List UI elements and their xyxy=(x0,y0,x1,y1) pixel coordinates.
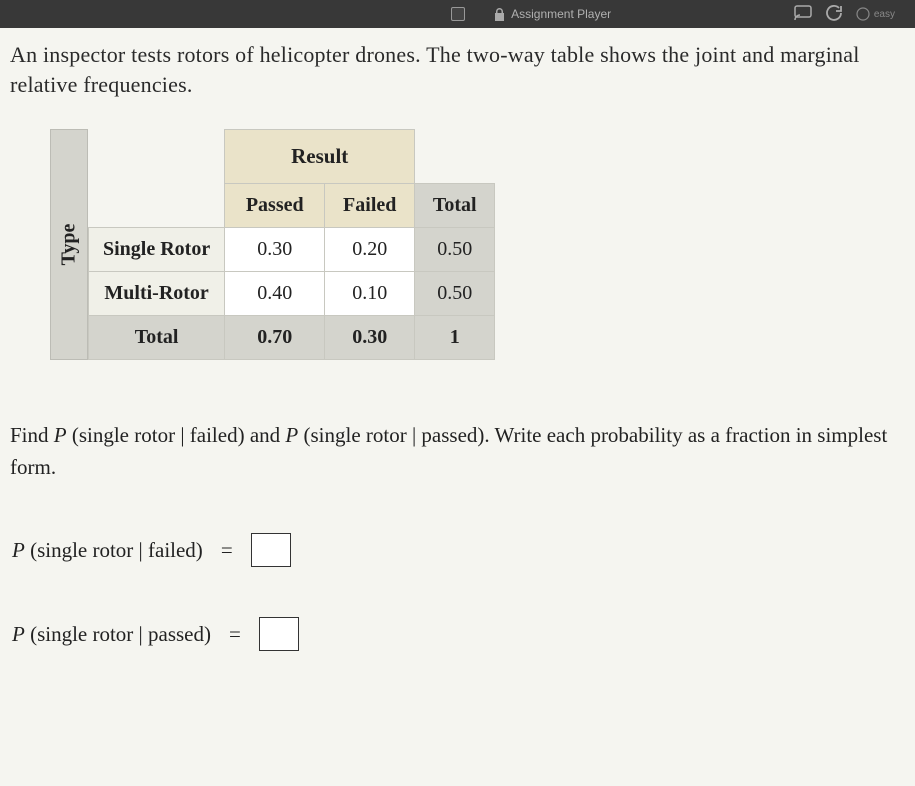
row-header-total: Total xyxy=(89,316,225,360)
col-axis-label: Result xyxy=(225,130,415,184)
browser-top-bar: Assignment Player easy xyxy=(0,0,915,28)
col-header-total: Total xyxy=(415,184,495,228)
equals-sign: = xyxy=(221,538,233,563)
table-row-total: Total 0.70 0.30 1 xyxy=(89,316,495,360)
answer-input-failed[interactable] xyxy=(251,533,291,567)
page-title-text: Assignment Player xyxy=(511,7,611,21)
refresh-icon[interactable] xyxy=(826,5,842,24)
equals-sign: = xyxy=(229,622,241,647)
two-way-table: Type Result Passed Failed Total Single R… xyxy=(50,129,897,360)
col-header-passed: Passed xyxy=(225,184,325,228)
page-title-tab: Assignment Player xyxy=(494,7,611,21)
table-row: Single Rotor 0.30 0.20 0.50 xyxy=(89,228,495,272)
question-text: Find P (single rotor | failed) and P (si… xyxy=(10,420,897,483)
col-header-failed: Failed xyxy=(325,184,415,228)
row-header-single: Single Rotor xyxy=(89,228,225,272)
answer-row-failed: P (single rotor | failed) = xyxy=(10,533,897,567)
globe-icon: easy xyxy=(856,7,895,21)
assignment-content: An inspector tests rotors of helicopter … xyxy=(0,28,915,721)
answer-label: P (single rotor | failed) xyxy=(12,538,203,563)
cast-icon[interactable] xyxy=(794,5,812,24)
answer-row-passed: P (single rotor | passed) = xyxy=(10,617,897,651)
tab-icon xyxy=(451,7,465,21)
table-row: Multi-Rotor 0.40 0.10 0.50 xyxy=(89,272,495,316)
lock-icon xyxy=(494,8,505,21)
answer-input-passed[interactable] xyxy=(259,617,299,651)
row-header-multi: Multi-Rotor xyxy=(89,272,225,316)
answer-label: P (single rotor | passed) xyxy=(12,622,211,647)
row-axis-label: Type xyxy=(50,129,88,360)
problem-intro: An inspector tests rotors of helicopter … xyxy=(10,40,897,99)
